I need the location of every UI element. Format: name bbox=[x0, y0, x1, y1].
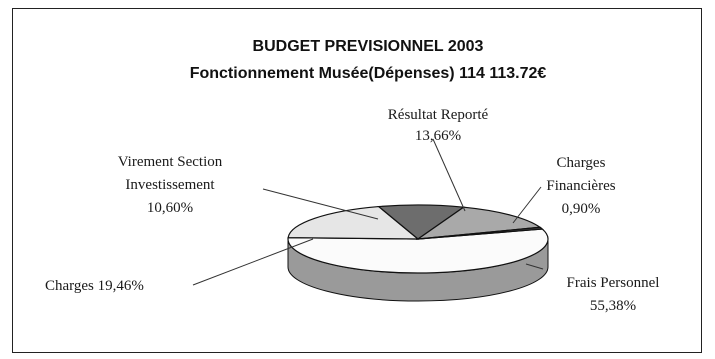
pie-slice-1 bbox=[287, 205, 420, 240]
pie-chart: BUDGET PREVISIONNEL 2003 Fonctionnement … bbox=[45, 38, 660, 314]
label-charges: Charges 19,46% bbox=[45, 278, 144, 294]
label-virement-line1: Virement Section bbox=[118, 154, 223, 170]
pie-slice-0 bbox=[287, 228, 549, 274]
label-frais-pct: 55,38% bbox=[590, 298, 636, 314]
leader-virement bbox=[262, 188, 379, 220]
label-financieres-line2: Financières bbox=[546, 178, 615, 194]
pie-slice-4 bbox=[417, 226, 544, 240]
leader-charges bbox=[192, 238, 314, 286]
pie-slice-3 bbox=[415, 206, 542, 240]
label-resultat-name: Résultat Reporté bbox=[388, 107, 489, 123]
label-resultat-pct: 13,66% bbox=[415, 128, 461, 144]
chart-title: BUDGET PREVISIONNEL 2003 bbox=[253, 38, 484, 55]
label-frais-name: Frais Personnel bbox=[567, 275, 660, 291]
chart-frame: BUDGET PREVISIONNEL 2003 Fonctionnement … bbox=[12, 8, 702, 353]
chart-subtitle: Fonctionnement Musée(Dépenses) 114 113.7… bbox=[190, 65, 547, 82]
label-virement-pct: 10,60% bbox=[147, 200, 193, 216]
label-financieres-line1: Charges bbox=[557, 155, 606, 171]
label-virement-line2: Investissement bbox=[125, 177, 215, 193]
leader-resultat bbox=[432, 138, 466, 212]
leader-financieres bbox=[512, 186, 542, 224]
pie-slice-2 bbox=[377, 204, 466, 240]
label-financieres-pct: 0,90% bbox=[562, 201, 601, 217]
pie-3d bbox=[287, 204, 549, 302]
leader-frais bbox=[525, 263, 544, 270]
